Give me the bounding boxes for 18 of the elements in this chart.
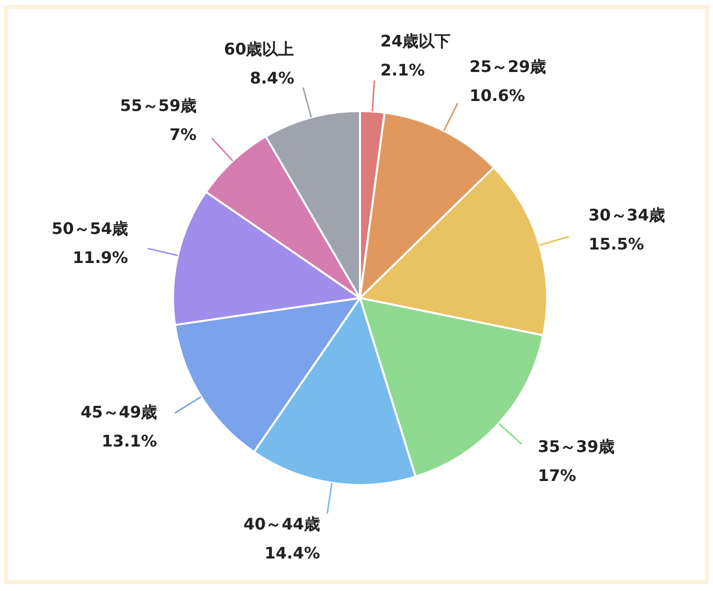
slice-label: 55～59歳 xyxy=(120,96,197,115)
slice-label: 50～54歳 xyxy=(52,218,128,238)
data-label: 2.1% xyxy=(380,60,425,80)
data-label: 15.5% xyxy=(588,234,644,254)
data-label: 14.4% xyxy=(264,543,320,562)
data-label: 11.9% xyxy=(72,248,128,267)
data-label: 13.1% xyxy=(102,431,158,450)
slice-label: 25～29歳 xyxy=(469,56,546,76)
slice-label: 24歳以下 xyxy=(380,32,451,51)
slice-label: 40～44歳 xyxy=(243,514,320,534)
data-label: 17% xyxy=(538,466,576,486)
slice-label: 45～49歳 xyxy=(80,402,158,422)
slice-label: 30～34歳 xyxy=(588,206,666,225)
slice-label: 60歳以上 xyxy=(224,40,294,59)
data-label: 10.6% xyxy=(469,86,525,105)
data-label: 8.4% xyxy=(250,68,294,88)
slice-label: 35～39歳 xyxy=(538,437,614,456)
data-label: 7% xyxy=(169,124,197,144)
